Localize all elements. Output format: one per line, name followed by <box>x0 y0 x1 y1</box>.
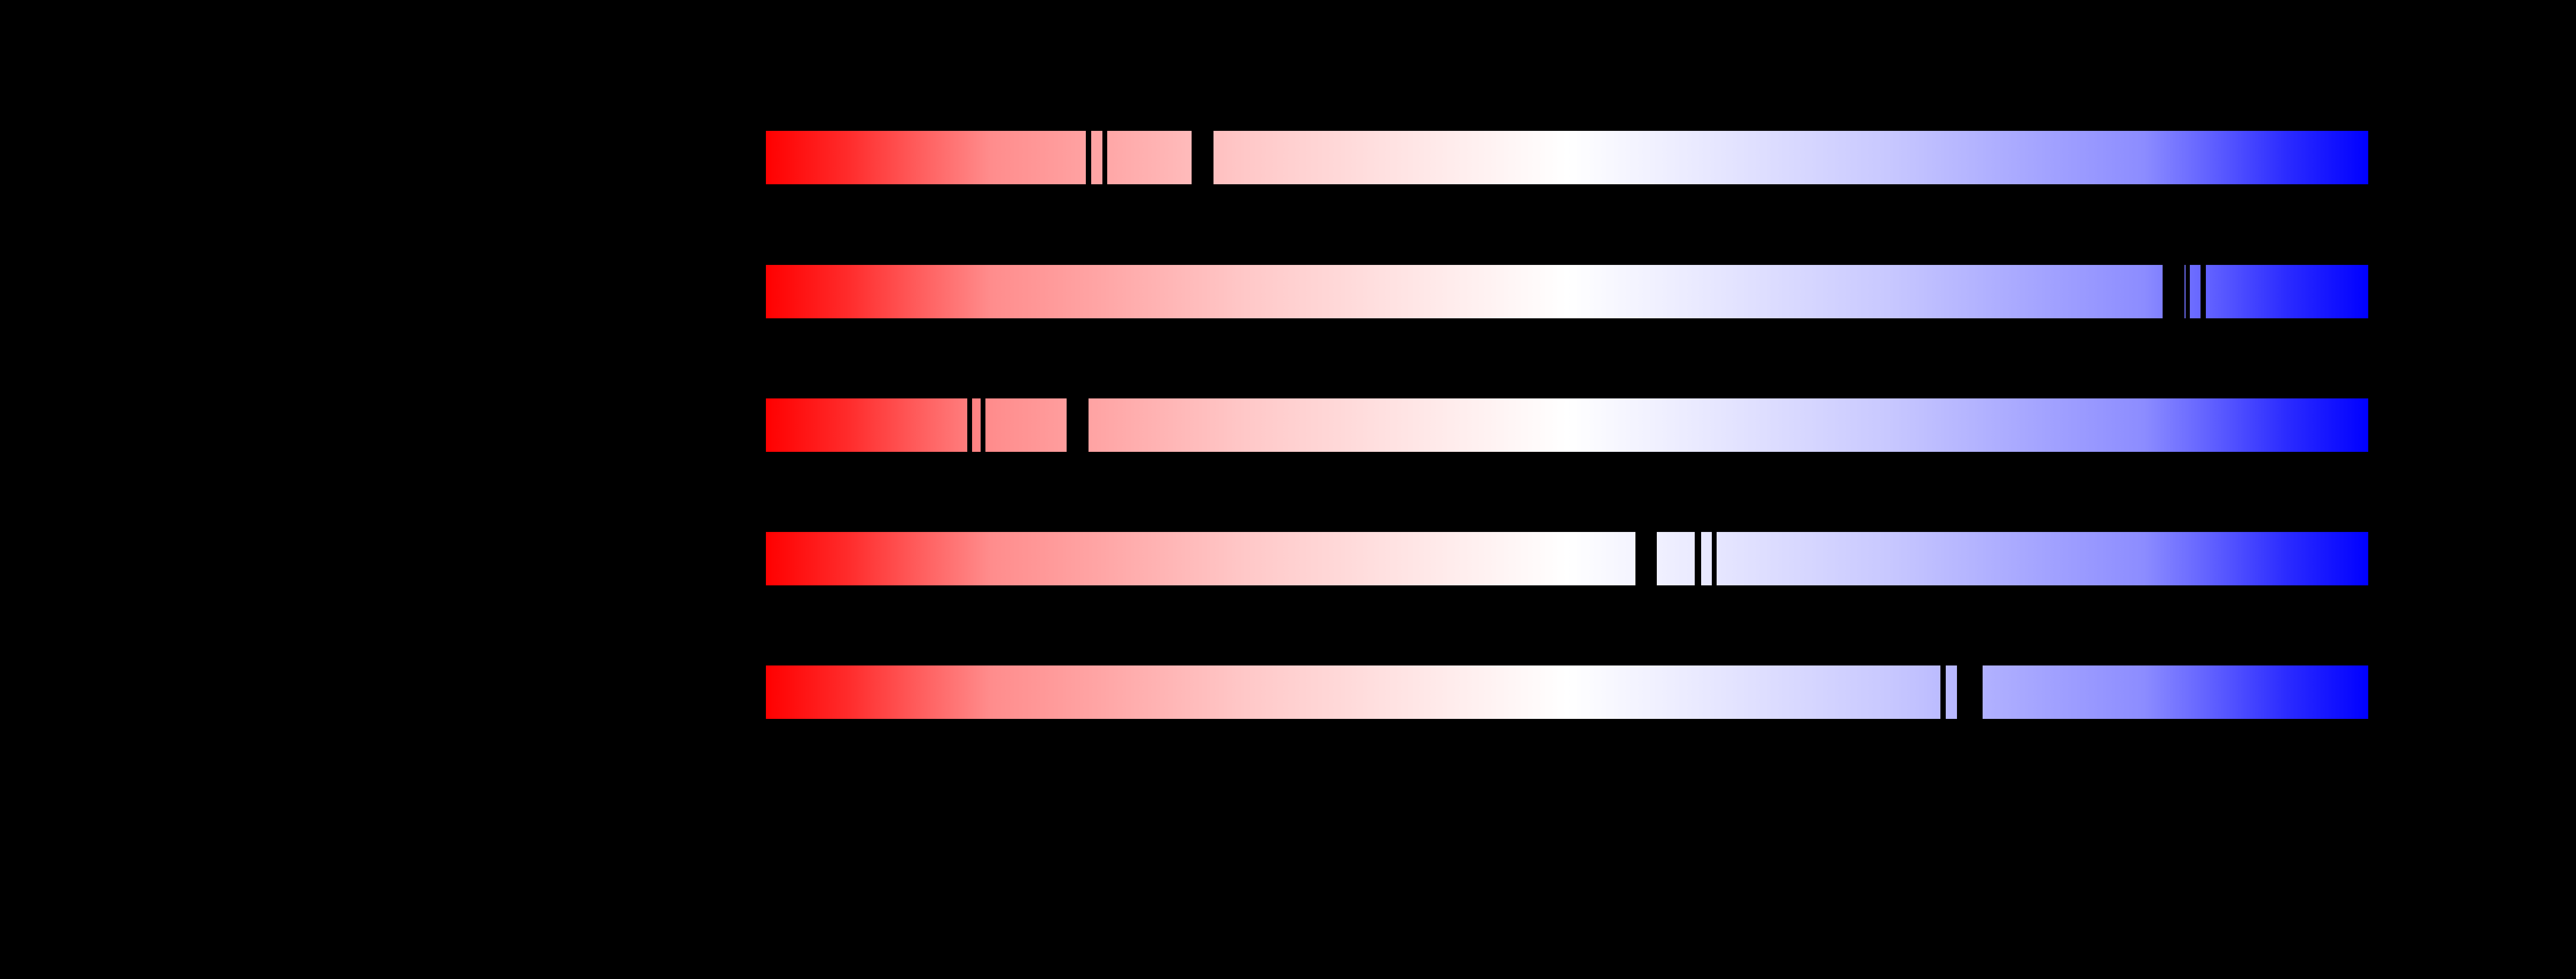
thin-marker-line <box>2186 265 2190 318</box>
thick-marker-line <box>1635 532 1657 585</box>
gradient-strip-2 <box>766 265 2368 318</box>
thin-marker-line <box>1940 665 1946 719</box>
gradient-strip-3 <box>766 398 2368 452</box>
thin-marker-line <box>1086 131 1091 184</box>
thin-marker-line <box>1712 532 1717 585</box>
gradient-strip-1 <box>766 131 2368 184</box>
thick-marker-line <box>1067 398 1089 452</box>
gradient-strip-5 <box>766 665 2368 719</box>
thick-marker-line <box>2163 265 2184 318</box>
thin-marker-line <box>1102 131 1107 184</box>
thin-marker-line <box>2201 265 2206 318</box>
gradient-strip-4 <box>766 532 2368 585</box>
thick-marker-line <box>1192 131 1213 184</box>
thick-marker-line <box>1957 665 1983 719</box>
thin-marker-line <box>1695 532 1701 585</box>
thin-marker-line <box>967 398 972 452</box>
thin-marker-line <box>981 398 985 452</box>
